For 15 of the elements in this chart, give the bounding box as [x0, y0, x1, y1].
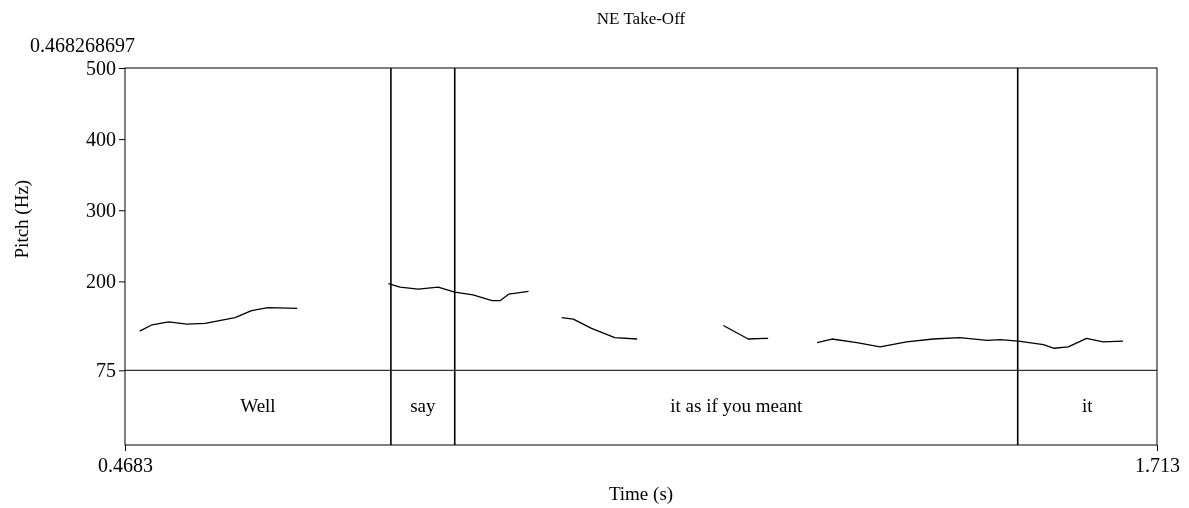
- x-tick-label: 0.4683: [98, 454, 153, 476]
- y-tick-label: 300: [86, 199, 116, 222]
- annotation: it as if you meant: [670, 395, 803, 417]
- x-tick-label: 1.713: [1135, 454, 1180, 476]
- y-tick-label: 500: [86, 56, 116, 79]
- x-axis-title: Time (s): [608, 483, 674, 505]
- annotation: say: [410, 395, 436, 417]
- chart-title: NE Take-Off: [596, 9, 686, 28]
- y-tick-label: 75: [96, 359, 116, 382]
- annotation: Well: [240, 395, 276, 417]
- annotation: it: [1082, 395, 1094, 417]
- y-tick-label: 200: [86, 270, 116, 293]
- y-tick-label: 400: [86, 128, 116, 151]
- text: 0.468268697: [30, 34, 135, 56]
- y-axis-title: Pitch (Hz): [11, 179, 33, 259]
